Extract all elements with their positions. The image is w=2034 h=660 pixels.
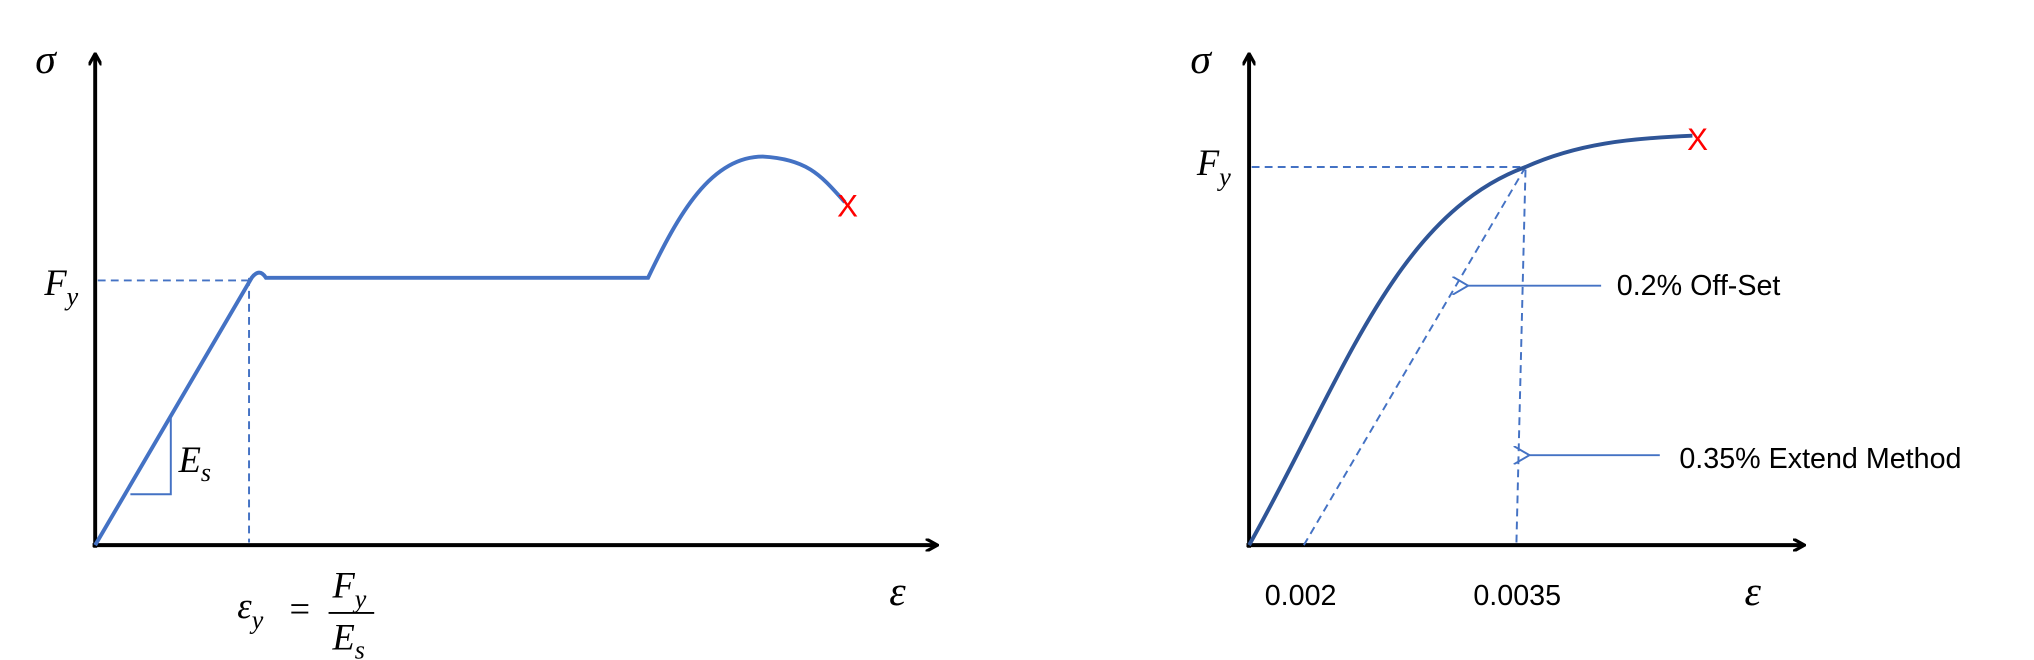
stress-strain-curve <box>1247 133 1693 547</box>
subscript: y <box>249 606 264 635</box>
lhs: εy <box>237 585 263 634</box>
symbol: F <box>331 564 355 605</box>
x-tick-label: 0.002 <box>1265 580 1337 612</box>
right-diagram: X 0.2% Off-Set 0.35% Extend Method 0.002… <box>1190 37 1961 615</box>
x-axis-label: ε <box>1745 569 1762 615</box>
yield-strain-label: εy = Fy Es <box>237 564 375 660</box>
y-axis-label: σ <box>35 37 57 83</box>
subscript: y <box>64 282 79 311</box>
x-tick-label: 0.0035 <box>1473 580 1561 612</box>
y-axis-label: σ <box>1190 37 1212 83</box>
symbol: E <box>178 439 201 480</box>
subscript: y <box>352 585 367 614</box>
equals: = <box>289 588 310 629</box>
modulus-label: Es <box>178 439 211 487</box>
offset-label: 0.2% Off-Set <box>1617 270 1781 302</box>
yield-label: Fy <box>43 262 78 311</box>
denominator: Es <box>331 616 364 660</box>
subscript: s <box>355 636 365 660</box>
yield-label: Fy <box>1196 142 1231 191</box>
symbol: F <box>43 262 67 303</box>
fracture-marker: X <box>1687 122 1708 157</box>
symbol: E <box>331 616 354 657</box>
extend-line <box>1515 169 1527 546</box>
subscript: y <box>1216 162 1231 191</box>
symbol: F <box>1196 142 1220 183</box>
symbol: ε <box>237 585 252 626</box>
numerator: Fy <box>331 564 366 613</box>
fracture-marker: X <box>837 189 858 224</box>
stress-strain-curve <box>93 154 847 547</box>
subscript: s <box>201 458 211 487</box>
left-diagram: X σ ε Fy Es εy = Fy Es <box>35 37 936 660</box>
slope-triangle <box>130 417 172 496</box>
x-axis-label: ε <box>889 569 906 615</box>
offset-line <box>1303 166 1527 546</box>
extend-label: 0.35% Extend Method <box>1679 443 1961 475</box>
